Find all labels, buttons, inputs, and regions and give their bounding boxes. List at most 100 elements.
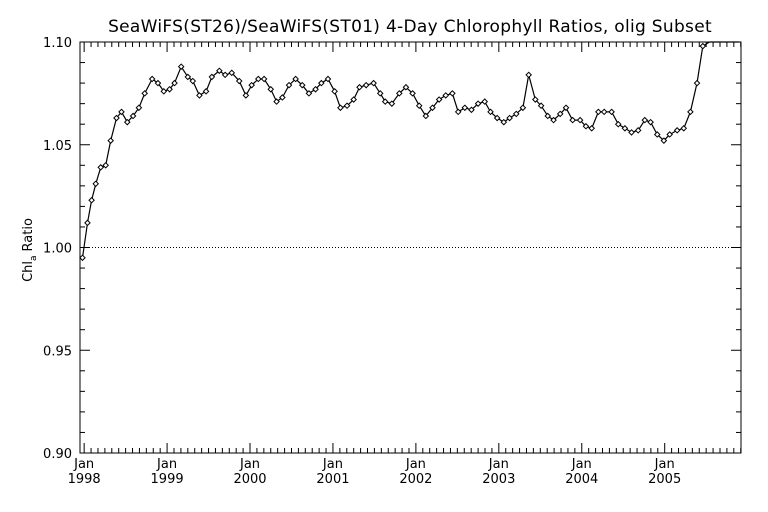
data-point-marker	[532, 96, 539, 103]
data-point-marker	[621, 125, 629, 132]
data-point-marker	[647, 118, 654, 126]
data-point-marker	[189, 77, 197, 85]
x-tick-month-label: Jan	[654, 457, 675, 472]
data-point-marker	[468, 106, 475, 114]
x-tick-year-label: 2003	[482, 472, 515, 487]
data-point-marker	[595, 108, 602, 116]
data-point-marker	[673, 127, 681, 134]
y-axis-label-subscript: a	[29, 255, 39, 261]
series-line	[81, 41, 740, 258]
x-tick-month-label: Jan	[405, 457, 426, 472]
data-point-marker	[506, 114, 513, 122]
data-point-marker	[318, 79, 325, 87]
data-point-marker	[160, 88, 168, 95]
x-tick-month-label: Jan	[488, 457, 509, 472]
data-point-marker	[141, 90, 148, 97]
data-point-marker	[324, 75, 332, 83]
data-point-marker	[84, 219, 91, 227]
data-point-marker	[123, 118, 131, 126]
data-point-marker	[493, 114, 501, 122]
data-point-marker	[79, 254, 86, 262]
x-tick-year-label: 2002	[399, 472, 432, 487]
data-point-marker	[228, 69, 236, 77]
data-point-marker	[512, 110, 520, 118]
data-point-marker	[196, 92, 203, 99]
data-point-marker	[337, 104, 344, 112]
x-tick-month-label: Jan	[156, 457, 177, 472]
x-tick-year-label: 1998	[68, 472, 101, 487]
x-tick-month-label: Jan	[239, 457, 260, 472]
data-point-marker	[242, 92, 250, 99]
data-point-marker	[135, 104, 143, 112]
y-axis-label: Chla Ratio	[21, 218, 39, 282]
chart-title: SeaWiFS(ST26)/SeaWiFS(ST01) 4-Day Chloro…	[108, 17, 712, 37]
data-point-marker	[395, 90, 403, 97]
data-point-marker	[202, 88, 210, 95]
data-point-marker	[255, 75, 262, 83]
data-point-marker	[569, 116, 576, 124]
y-tick-label: 1.05	[43, 139, 72, 154]
data-point-marker	[343, 102, 351, 110]
data-point-marker	[331, 88, 338, 95]
x-tick-year-label: 2000	[233, 472, 266, 487]
y-tick-label: 1.00	[43, 242, 72, 257]
data-point-marker	[576, 116, 584, 124]
data-point-marker	[435, 96, 443, 103]
data-point-marker	[92, 180, 100, 188]
data-point-marker	[388, 100, 396, 107]
data-point-marker	[370, 79, 377, 87]
data-point-marker	[562, 104, 570, 112]
x-tick-month-label: Jan	[73, 457, 94, 472]
data-point-marker	[88, 196, 95, 204]
data-point-marker	[500, 118, 508, 126]
data-point-marker	[184, 73, 192, 81]
y-axis-label-main: Chl	[21, 261, 36, 282]
data-point-marker	[556, 110, 564, 118]
data-point-marker	[699, 42, 707, 50]
data-point-marker	[454, 108, 462, 116]
data-point-marker	[608, 108, 615, 116]
data-point-marker	[208, 73, 216, 81]
data-point-marker	[660, 137, 668, 144]
data-point-marker	[267, 85, 275, 93]
data-point-marker	[680, 125, 688, 132]
data-point-marker	[285, 81, 293, 89]
data-point-marker	[614, 120, 622, 128]
data-point-marker	[118, 108, 125, 116]
x-tick-year-label: 2001	[316, 472, 349, 487]
data-point-marker	[381, 98, 389, 105]
data-point-marker	[628, 129, 635, 136]
data-point-marker	[148, 75, 156, 83]
data-point-marker	[422, 112, 430, 120]
x-tick-month-label: Jan	[322, 457, 343, 472]
data-point-marker	[292, 75, 299, 83]
data-point-marker	[260, 75, 268, 83]
data-point-marker	[474, 100, 482, 107]
data-point-marker	[166, 85, 173, 93]
data-point-marker	[221, 71, 229, 79]
y-axis: 0.90 0.95 1.00 1.05 1.10	[43, 36, 741, 462]
data-point-marker	[235, 77, 243, 85]
data-point-marker	[641, 116, 649, 124]
data-point-marker	[588, 125, 596, 132]
data-point-marker	[376, 90, 384, 97]
data-point-marker	[298, 81, 306, 89]
y-axis-label-rest: Ratio	[21, 218, 36, 251]
x-tick-year-label: 2005	[648, 472, 681, 487]
data-point-marker	[312, 85, 319, 93]
y-tick-label: 0.90	[43, 447, 72, 462]
data-point-marker	[409, 90, 416, 97]
data-point-marker	[487, 108, 494, 116]
data-point-marker	[129, 112, 137, 120]
data-point-marker	[350, 96, 357, 103]
data-point-marker	[687, 108, 694, 116]
y-tick-label: 0.95	[43, 344, 72, 359]
data-point-marker	[582, 122, 590, 130]
data-point-marker	[429, 104, 436, 112]
x-tick-year-label: 1999	[151, 472, 184, 487]
x-tick-year-label: 2004	[565, 472, 598, 487]
data-point-marker	[279, 94, 286, 101]
data-point-marker	[171, 79, 178, 87]
data-point-marker	[356, 83, 363, 91]
